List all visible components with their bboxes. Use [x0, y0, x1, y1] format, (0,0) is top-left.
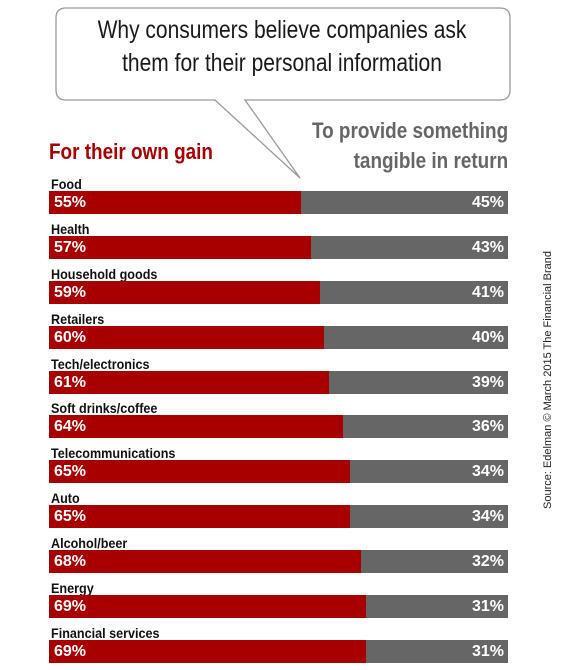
bar-row: Telecommunications 65% 34% — [49, 445, 508, 490]
legend-tangible: To provide something tangible in return — [312, 116, 508, 176]
value-label-tangible: 41% — [471, 283, 504, 301]
bar-row: Food 55% 45% — [49, 176, 508, 221]
bar-row: Soft drinks/coffee 64% 36% — [49, 400, 508, 445]
value-label-own-gain: 57% — [54, 238, 87, 256]
category-label: Tech/electronics — [51, 355, 150, 372]
bar-row: Household goods 59% 41% — [49, 266, 508, 311]
value-label-tangible: 31% — [471, 642, 504, 660]
category-label: Household goods — [51, 265, 158, 282]
category-label: Retailers — [51, 310, 105, 327]
bar-own-gain: 60% — [49, 325, 325, 349]
bar-own-gain: 57% — [49, 235, 311, 259]
value-label-own-gain: 64% — [54, 418, 87, 436]
chart-title: Why consumers believe companies ask them… — [96, 14, 469, 80]
bar-tangible: 40% — [324, 325, 508, 349]
chart-title-line-2: them for their personal information — [122, 49, 442, 77]
bar-row: Tech/electronics 61% 39% — [49, 356, 508, 401]
value-label-own-gain: 59% — [54, 283, 87, 301]
value-label-tangible: 34% — [471, 508, 504, 526]
value-label-tangible: 45% — [471, 194, 504, 211]
value-label-tangible: 43% — [471, 238, 504, 256]
stacked-bar: 55% 45% — [49, 191, 508, 214]
value-label-tangible: 36% — [471, 418, 504, 436]
category-label: Energy — [51, 580, 94, 597]
bar-tangible: 32% — [361, 550, 508, 574]
bar-tangible: 31% — [365, 639, 508, 663]
bar-row: Financial services 69% 31% — [49, 625, 508, 670]
bar-row: Health 57% 43% — [49, 221, 508, 266]
value-label-own-gain: 69% — [54, 598, 87, 616]
stacked-bar: 69% 31% — [49, 639, 508, 663]
value-label-own-gain: 55% — [54, 194, 87, 211]
bar-row: Auto 65% 34% — [49, 490, 508, 535]
speech-bubble — [55, 7, 511, 179]
stacked-bar: 69% 31% — [49, 595, 508, 619]
category-label: Food — [51, 176, 82, 192]
value-label-own-gain: 65% — [54, 463, 87, 481]
category-label: Telecommunications — [51, 445, 176, 462]
bar-tangible: 34% — [350, 460, 508, 484]
stacked-bar: 59% 41% — [49, 280, 508, 304]
bar-own-gain: 59% — [49, 280, 320, 304]
bar-tangible: 39% — [328, 370, 508, 394]
source-note: Source: Edelman © March 2015 The Financi… — [542, 251, 554, 509]
bar-rows: Food 55% 45% Health 57% 43% Household goods 59%… — [49, 176, 508, 670]
value-label-own-gain: 65% — [54, 508, 87, 526]
chart-title-line-1: Why consumers believe companies ask — [97, 16, 467, 44]
bar-tangible: 36% — [342, 415, 508, 439]
bar-tangible: 43% — [310, 235, 508, 259]
category-label: Soft drinks/coffee — [51, 400, 158, 417]
value-label-tangible: 39% — [471, 373, 504, 391]
bar-own-gain: 68% — [49, 550, 362, 574]
bar-tangible: 34% — [350, 505, 508, 529]
bar-own-gain: 65% — [49, 505, 351, 529]
value-label-tangible: 34% — [471, 463, 504, 481]
value-label-own-gain: 61% — [54, 373, 87, 391]
value-label-tangible: 31% — [471, 598, 504, 616]
legend-tangible-line-2: tangible in return — [353, 148, 508, 173]
category-label: Health — [51, 220, 90, 237]
bar-tangible: 45% — [301, 191, 508, 214]
category-label: Financial services — [51, 624, 160, 641]
category-label: Alcohol/beer — [51, 535, 128, 552]
value-label-tangible: 32% — [471, 553, 504, 571]
stacked-bar: 60% 40% — [49, 325, 508, 349]
stacked-bar: 65% 34% — [49, 505, 508, 529]
bar-own-gain: 65% — [49, 460, 351, 484]
stacked-bar: 64% 36% — [49, 415, 508, 439]
stacked-bar: 65% 34% — [49, 460, 508, 484]
bar-row: Retailers 60% 40% — [49, 311, 508, 356]
value-label-own-gain: 68% — [54, 553, 87, 571]
bar-tangible: 31% — [365, 595, 508, 619]
value-label-own-gain: 69% — [54, 642, 87, 660]
bar-own-gain: 55% — [49, 191, 302, 214]
bar-own-gain: 64% — [49, 415, 343, 439]
bar-tangible: 41% — [319, 280, 508, 304]
stacked-bar: 57% 43% — [49, 235, 508, 259]
bar-own-gain: 69% — [49, 639, 366, 663]
bar-own-gain: 69% — [49, 595, 366, 619]
stacked-bar: 61% 39% — [49, 370, 508, 394]
legend-own-gain: For their own gain — [49, 139, 213, 164]
category-label: Auto — [51, 490, 80, 507]
legend-tangible-line-1: To provide something — [311, 118, 508, 143]
bar-row: Alcohol/beer 68% 32% — [49, 535, 508, 580]
bar-row: Energy 69% 31% — [49, 580, 508, 625]
value-label-tangible: 40% — [471, 328, 504, 346]
bar-own-gain: 61% — [49, 370, 329, 394]
value-label-own-gain: 60% — [54, 328, 87, 346]
stacked-bar: 68% 32% — [49, 550, 508, 574]
